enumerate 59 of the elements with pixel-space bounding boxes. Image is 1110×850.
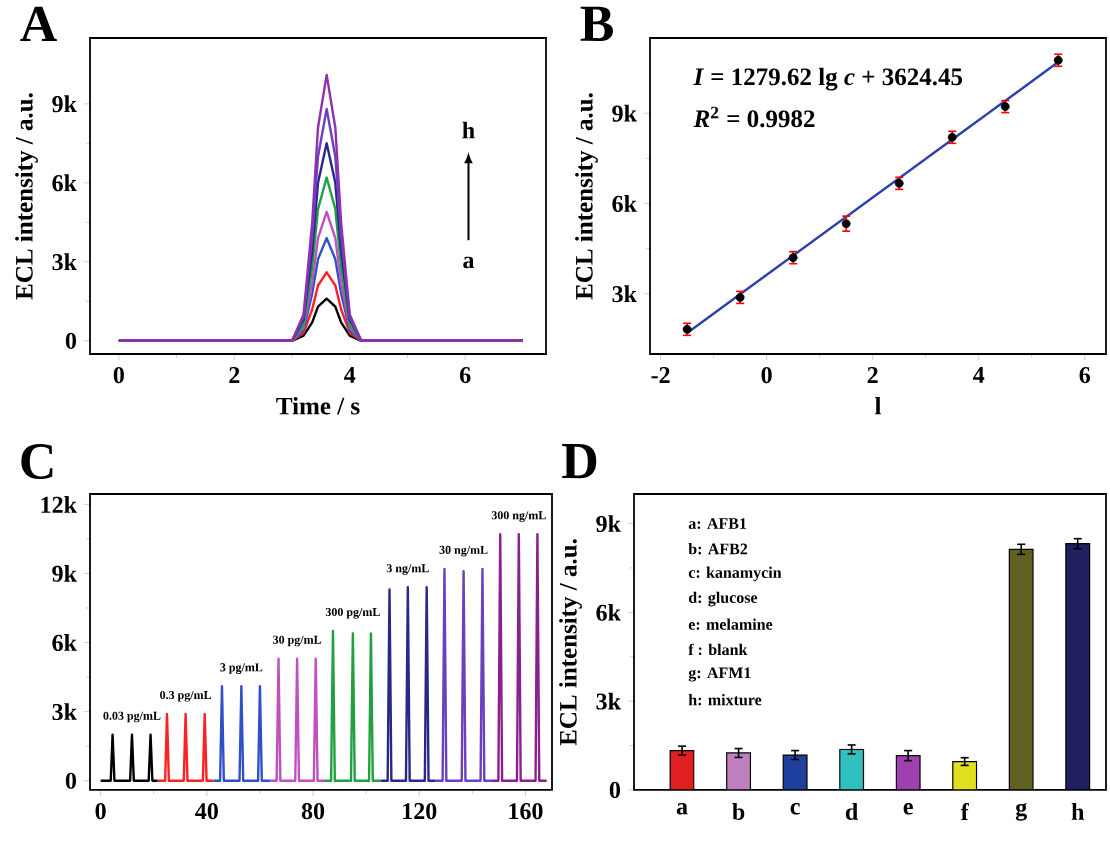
annotation: a bbox=[463, 256, 475, 269]
y-tick-label: 6k bbox=[596, 603, 621, 621]
annotation: c: kanamycin bbox=[688, 566, 782, 582]
annotation: d: glucose bbox=[688, 591, 758, 607]
x-tick-label: 0 bbox=[95, 803, 106, 820]
y-tick-label: 12k bbox=[41, 496, 77, 513]
y-tick-label: 9k bbox=[612, 104, 637, 122]
y-axis-title: ECL intensity / a.u. bbox=[575, 93, 598, 300]
y-tick-label: 6k bbox=[52, 174, 77, 192]
x-tick-label: g bbox=[1015, 803, 1027, 821]
chart-title: B bbox=[580, 6, 613, 41]
x-tick-label: h bbox=[1071, 803, 1085, 820]
x-tick-label: e bbox=[903, 803, 913, 815]
y-tick-label: 6k bbox=[52, 634, 77, 651]
y-tick-label: 0 bbox=[65, 332, 77, 349]
x-tick-label: 6 bbox=[1079, 367, 1091, 384]
x-tick-label: 160 bbox=[509, 803, 543, 820]
x-tick-label: b bbox=[732, 803, 745, 820]
x-axis-title: Time / s bbox=[276, 396, 360, 415]
x-tick-label: 6 bbox=[460, 367, 471, 384]
y-axis-title: ECL intensity / a.u. bbox=[15, 93, 38, 300]
annotation: b: AFB2 bbox=[688, 543, 748, 555]
y-tick-label: 6k bbox=[612, 195, 637, 212]
y-tick-label: 3k bbox=[596, 692, 621, 710]
y-tick-label: 3k bbox=[52, 703, 77, 721]
y-tick-label: 0 bbox=[609, 781, 621, 799]
x-tick-label: 120 bbox=[403, 803, 437, 820]
y-tick-label: 9k bbox=[52, 565, 77, 582]
x-tick-label: 2 bbox=[867, 367, 878, 383]
x-tick-label: 80 bbox=[301, 803, 325, 820]
x-tick-label: 4 bbox=[973, 367, 985, 383]
x-axis-title: l bbox=[875, 396, 882, 415]
x-tick-label: 0 bbox=[761, 367, 772, 384]
x-tick-label: f bbox=[960, 803, 969, 820]
annotation: e: melamine bbox=[688, 618, 773, 630]
annotation: I = 1279.62 lg c + 3624.45 bbox=[693, 67, 963, 91]
y-tick-label: 9k bbox=[52, 95, 77, 113]
annotation: a: AFB1 bbox=[688, 518, 747, 529]
y-tick-label: 3k bbox=[612, 285, 637, 303]
annotation: h bbox=[462, 121, 475, 139]
annotation: h: mixture bbox=[688, 694, 762, 706]
annotation: R$^{2}$ = 0.9982 bbox=[693, 106, 815, 128]
y-axis-title: ECL intensity / a.u. bbox=[559, 539, 582, 746]
y-tick-label: 3k bbox=[52, 253, 77, 271]
x-tick-label: 0 bbox=[113, 367, 124, 384]
x-tick-label: 2 bbox=[229, 367, 240, 383]
annotation: f : blank bbox=[688, 643, 748, 656]
y-tick-label: 0 bbox=[65, 772, 77, 789]
x-tick-label: c bbox=[790, 803, 800, 815]
x-tick-label: d bbox=[845, 803, 859, 820]
chart-title: A bbox=[20, 6, 57, 42]
chart-title: D bbox=[562, 444, 597, 479]
x-tick-label: -2 bbox=[651, 367, 670, 383]
chart-title: C bbox=[21, 444, 53, 479]
annotation: g: AFM1 bbox=[688, 667, 751, 682]
x-tick-label: 40 bbox=[195, 803, 218, 820]
x-tick-label: 4 bbox=[344, 367, 356, 383]
y-tick-label: 9k bbox=[596, 515, 621, 533]
x-tick-label: a bbox=[676, 803, 688, 815]
